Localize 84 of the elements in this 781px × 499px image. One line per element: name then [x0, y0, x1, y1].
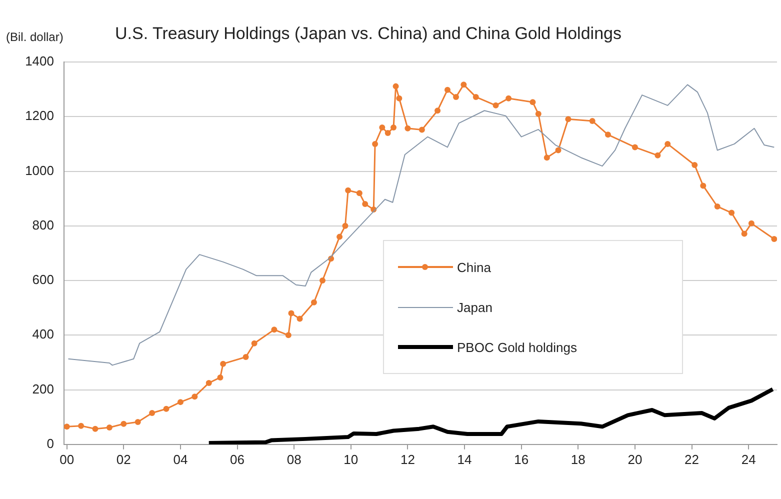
x-tick-label: 16	[514, 452, 529, 467]
point	[632, 144, 638, 150]
point	[741, 230, 748, 237]
x-tick-label: 10	[344, 452, 358, 467]
point	[700, 182, 706, 189]
point	[506, 95, 512, 102]
x-tick-label: 18	[570, 452, 586, 467]
x-tick-label: 02	[116, 452, 131, 467]
point	[356, 190, 362, 196]
y-axis-title: (Bil. dollar)	[6, 30, 64, 44]
y-tick-label: 400	[32, 326, 54, 342]
y-tick-label: 1400	[25, 54, 54, 69]
point	[664, 140, 671, 147]
point	[555, 147, 562, 154]
point	[748, 220, 754, 226]
point	[310, 299, 317, 306]
point	[206, 380, 212, 386]
y-tick-label: 1200	[25, 108, 54, 124]
point	[379, 124, 386, 131]
point	[120, 420, 127, 427]
point	[604, 132, 611, 138]
point	[692, 162, 698, 168]
legend-label: PBOC Gold holdings	[457, 340, 577, 354]
x-tick-label: 04	[173, 452, 188, 467]
point	[251, 340, 258, 346]
point	[192, 394, 198, 400]
point	[771, 236, 777, 242]
point	[217, 374, 224, 380]
point	[220, 360, 226, 367]
point	[296, 316, 303, 322]
point	[530, 99, 536, 106]
y-tick-label: 800	[32, 217, 54, 232]
point	[714, 203, 720, 210]
x-tick-label: 22	[684, 452, 700, 467]
point	[342, 222, 348, 229]
x-tick-label: 00	[60, 452, 74, 467]
y-tick-label: 1000	[25, 162, 54, 178]
point	[544, 154, 550, 161]
legend-label: China	[457, 260, 491, 274]
point	[320, 278, 326, 284]
x-tick-label: 14	[457, 452, 472, 467]
x-tick-label: 06	[230, 452, 245, 467]
point	[345, 187, 352, 194]
point	[64, 424, 70, 430]
point	[384, 130, 391, 136]
legend-label: Japan	[457, 300, 492, 314]
point	[288, 310, 294, 316]
point	[372, 140, 378, 147]
point	[654, 152, 661, 158]
point	[589, 118, 596, 124]
y-tick-label: 0	[46, 436, 54, 451]
point	[434, 108, 441, 114]
point	[134, 419, 141, 426]
point	[396, 95, 402, 102]
point	[242, 354, 249, 360]
point	[271, 326, 278, 333]
chart-title: U.S. Treasury Holdings (Japan vs. China) and China Gold Holdings	[115, 24, 622, 44]
x-tick-label: 24	[741, 452, 756, 467]
y-tick-label: 200	[32, 381, 54, 396]
point	[453, 94, 460, 100]
point	[336, 234, 343, 240]
point	[492, 102, 499, 108]
y-tick-label: 600	[32, 272, 54, 288]
point	[404, 125, 411, 132]
point	[460, 82, 467, 88]
point	[392, 83, 399, 90]
point	[106, 424, 112, 430]
point	[177, 399, 184, 406]
point	[728, 210, 735, 216]
x-tick-label: 08	[286, 452, 302, 467]
point	[78, 422, 84, 429]
point	[472, 94, 479, 100]
x-tick-label: 20	[628, 452, 642, 467]
x-tick-label: 12	[400, 452, 415, 467]
point	[362, 201, 368, 208]
point	[92, 426, 98, 432]
point	[535, 110, 542, 117]
point	[149, 410, 156, 416]
point	[418, 126, 425, 133]
point	[163, 406, 170, 412]
point	[565, 116, 572, 122]
point	[390, 124, 397, 131]
point	[444, 86, 450, 93]
point	[285, 332, 292, 338]
